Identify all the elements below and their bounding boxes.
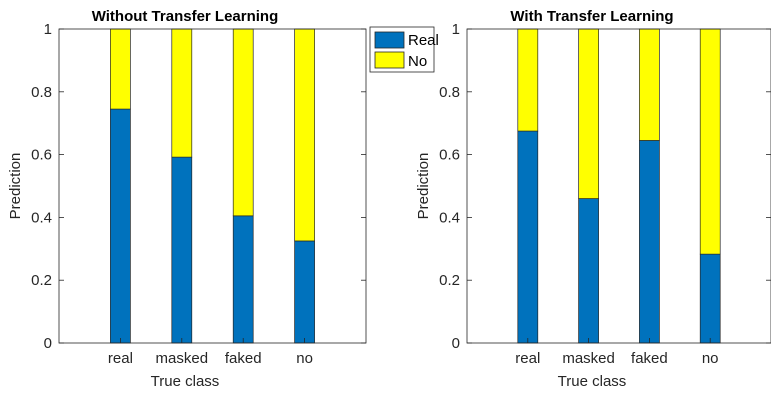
bars: [517, 28, 721, 344]
x-tick-label-no: no: [702, 350, 719, 367]
chart-with-transfer-learning: With Transfer Learning True class Predic…: [415, 8, 771, 390]
legend: Real No: [369, 26, 439, 73]
x-tick-label-faked: faked: [631, 350, 668, 367]
bar-real-real: [517, 130, 539, 344]
axes: [59, 29, 366, 343]
x-axis-label: True class: [558, 373, 627, 390]
bar-real-masked: [171, 156, 193, 344]
x-tick-label-real: real: [108, 350, 133, 367]
bar-real-faked: [639, 140, 660, 344]
legend-swatch-no: [374, 51, 405, 69]
x-tick-label-real: real: [515, 350, 540, 367]
y-tick-label: 0.8: [31, 84, 52, 101]
y-axis: 0 0.2 0.4 0.6 0.8 1: [439, 21, 771, 352]
x-axis: real masked faked no: [515, 338, 719, 367]
bar-no-real: [110, 28, 131, 110]
y-axis-label: Prediction: [415, 153, 432, 220]
x-tick-label-masked: masked: [156, 350, 209, 367]
y-axis-label: Prediction: [7, 153, 24, 220]
bar-real-masked: [578, 198, 599, 344]
y-tick-label: 0.2: [31, 272, 52, 289]
y-tick-label: 0.6: [439, 147, 460, 164]
bar-no-faked: [232, 28, 254, 217]
bar-no-masked: [578, 28, 599, 199]
y-tick-label: 1: [452, 21, 460, 38]
bar-real-no: [294, 240, 315, 344]
y-tick-label: 0: [44, 335, 52, 352]
y-tick-label: 0.2: [439, 272, 460, 289]
legend-label-real: Real: [408, 32, 439, 49]
y-tick-label: 0.4: [31, 209, 52, 226]
legend-swatch-real: [374, 31, 405, 49]
bar-no-no: [699, 28, 721, 255]
axes: [467, 29, 771, 343]
x-tick-label-masked: masked: [562, 350, 615, 367]
plot-area: [467, 29, 771, 343]
chart-without-transfer-learning: Without Transfer Learning True class Pre…: [7, 8, 367, 390]
bar-no-real: [517, 28, 539, 132]
bars: [110, 28, 315, 344]
axes-frame: [466, 28, 771, 344]
y-tick-label: 0: [452, 335, 460, 352]
legend-label-no: No: [408, 53, 427, 70]
bar-no-no: [294, 28, 315, 242]
y-tick-label: 0.4: [439, 209, 460, 226]
x-tick-label-faked: faked: [225, 350, 262, 367]
x-axis-label: True class: [151, 373, 220, 390]
bar-no-masked: [171, 28, 193, 158]
plot-area: [59, 29, 366, 343]
bar-real-real: [110, 108, 131, 344]
chart-title: With Transfer Learning: [510, 8, 673, 25]
y-tick-label: 1: [44, 21, 52, 38]
bar-real-faked: [232, 215, 254, 344]
bar-real-no: [699, 253, 721, 344]
x-tick-label-no: no: [296, 350, 313, 367]
chart-title: Without Transfer Learning: [92, 8, 279, 25]
y-tick-label: 0.8: [439, 84, 460, 101]
y-tick-label: 0.6: [31, 147, 52, 164]
bar-no-faked: [639, 28, 660, 141]
y-axis: 0 0.2 0.4 0.6 0.8 1: [31, 21, 366, 352]
x-axis: real masked faked no: [108, 338, 313, 367]
axes-frame: [58, 28, 367, 344]
